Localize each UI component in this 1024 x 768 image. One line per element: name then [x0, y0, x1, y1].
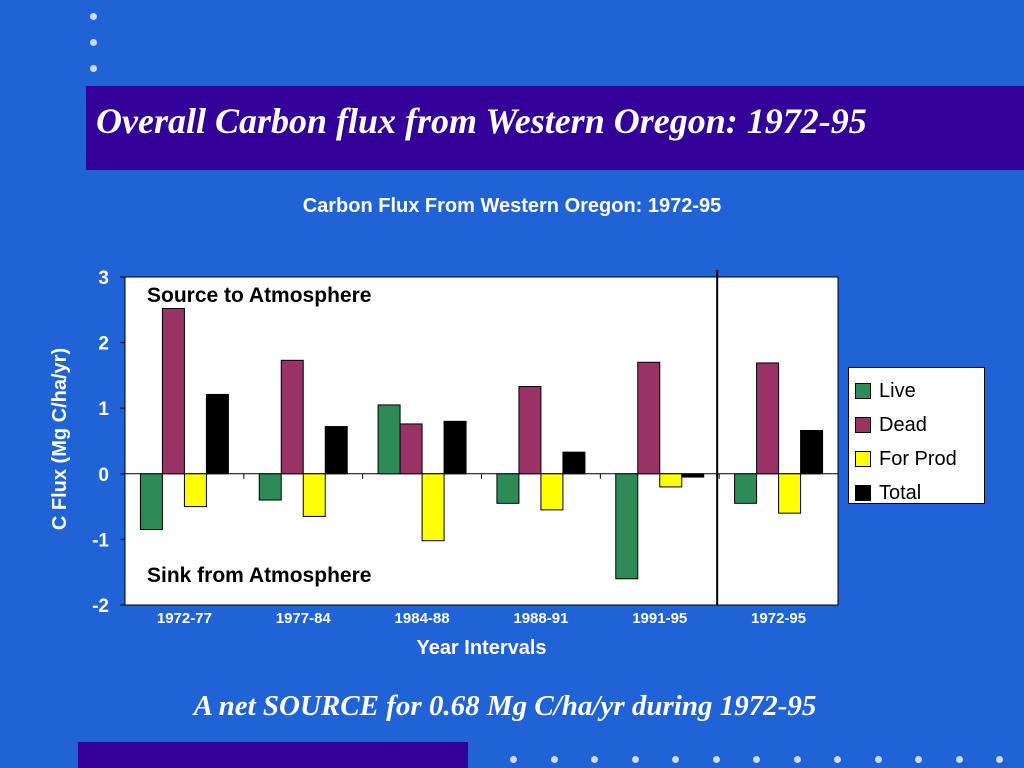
decor-dot [510, 756, 517, 763]
bar-for-prod [778, 473, 802, 514]
decor-dot [591, 756, 598, 763]
legend-label-dead: Dead [879, 413, 927, 436]
decor-dot [753, 756, 760, 763]
legend-swatch-total [855, 485, 871, 501]
bar-total [800, 430, 824, 475]
bar-live [496, 473, 520, 504]
x-category-label: 1991-95 [632, 610, 687, 627]
decor-dot [672, 756, 679, 763]
bar-for-prod [659, 473, 683, 488]
decor-dot [955, 756, 963, 763]
bar-dead [399, 423, 423, 475]
bar-dead [637, 361, 661, 475]
bar-for-prod [540, 473, 564, 511]
bar-total [324, 426, 348, 475]
title-band [86, 86, 1024, 170]
legend-item-for-prod: For Prod [855, 442, 984, 476]
legend-label-live: Live [879, 379, 916, 402]
slide-title: Overall Carbon flux from Western Oregon:… [96, 101, 867, 141]
bar-live [615, 473, 639, 580]
decor-dot [550, 756, 558, 763]
bar-total [443, 420, 467, 475]
bar-live [377, 404, 401, 475]
legend-swatch-live [855, 383, 871, 399]
decor-dot [793, 756, 801, 763]
x-category-label: 1972-95 [751, 610, 806, 627]
decor-dot [90, 65, 97, 72]
legend-label-for-prod: For Prod [879, 447, 957, 470]
footer-note: A net SOURCE for 0.68 Mg C/ha/yr during … [193, 690, 817, 722]
x-category-label: 1977-84 [276, 610, 332, 627]
decor-dot [915, 756, 922, 763]
annotation-source: Source to Atmosphere [147, 284, 371, 307]
y-tick-label: 0 [98, 465, 109, 486]
y-tick-label: 3 [98, 268, 109, 289]
legend-swatch-for-prod [855, 451, 871, 467]
bar-live [139, 473, 163, 531]
x-axis-label: Year Intervals [416, 637, 546, 659]
bar-live [258, 473, 282, 501]
footer-band [78, 742, 468, 768]
bar-dead [756, 362, 780, 475]
bar-total [562, 451, 586, 475]
bar-for-prod [183, 473, 207, 508]
bar-dead [518, 386, 542, 475]
legend-item-live: Live [855, 374, 984, 408]
y-tick-label: 2 [98, 334, 109, 355]
legend-label-total: Total [879, 481, 922, 504]
bar-total [205, 393, 229, 475]
x-category-label: 1988-91 [513, 610, 568, 627]
legend-item-total: Total [855, 476, 984, 510]
chart-legend: Live Dead For Prod Total [848, 367, 985, 504]
decor-dot [631, 756, 639, 763]
bar-total [681, 473, 705, 478]
x-category-label: 1984-88 [395, 610, 450, 627]
annotation-sink: Sink from Atmosphere [147, 564, 371, 587]
legend-swatch-dead [855, 417, 871, 433]
bar-for-prod [421, 473, 445, 542]
y-tick-label: 1 [98, 399, 109, 420]
decor-dot [90, 39, 97, 46]
bar-live [734, 473, 758, 504]
decor-dot [834, 756, 841, 763]
decor-dot [90, 13, 97, 20]
chart-title: Carbon Flux From Western Oregon: 1972-95 [302, 195, 722, 217]
decor-dot [712, 756, 720, 763]
legend-item-dead: Dead [855, 408, 984, 442]
y-tick-label: -2 [92, 596, 109, 617]
decor-dot [874, 756, 882, 763]
y-axis-label: C Flux (Mg C/ha/yr) [49, 348, 71, 530]
plot-area [124, 276, 839, 606]
bar-dead [280, 359, 304, 475]
bar-dead [161, 307, 185, 475]
y-tick-label: -1 [92, 530, 109, 551]
x-category-label: 1972-77 [157, 610, 212, 627]
decor-dot [996, 756, 1003, 763]
bar-for-prod [302, 473, 326, 517]
